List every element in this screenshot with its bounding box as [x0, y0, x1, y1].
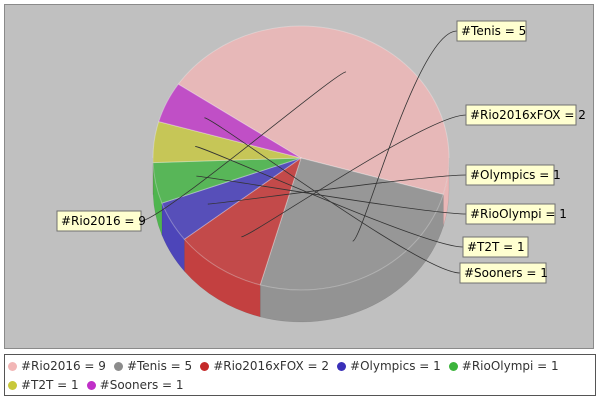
label-box: [465, 104, 577, 126]
legend-label: #Olympics = 1: [350, 359, 441, 373]
plot-area: #Rio2016 = 9 #Tenis = 5 #Rio2016xFOX = 2 #O…: [4, 4, 594, 349]
legend-item: #RioOlympi = 1: [448, 359, 559, 374]
legend-item: #Olympics = 1: [337, 359, 441, 374]
slice-label: #T2T = 1: [467, 240, 525, 254]
legend-item: #T2T = 1: [8, 378, 79, 393]
label-leader-line: [140, 71, 347, 222]
legend-swatch: [8, 362, 17, 371]
legend-label: #Sooners = 1: [99, 378, 184, 392]
label-box: [456, 20, 527, 42]
legend-item: #Rio2016xFOX = 2: [200, 359, 329, 374]
slice-label: #Olympics = 1: [470, 168, 561, 182]
legend-label: #Rio2016 = 9: [21, 359, 106, 373]
legend-swatch: [200, 362, 210, 371]
label-leader-line: [204, 117, 461, 274]
legend-label: #RioOlympi = 1: [461, 359, 559, 373]
legend-swatch: [113, 362, 123, 371]
label-box: [56, 210, 142, 232]
legend-label: #Rio2016xFOX = 2: [213, 359, 330, 373]
legend-label: #Tenis = 5: [126, 359, 193, 373]
pie-slice: [177, 25, 450, 195]
pie-slice: [161, 157, 302, 240]
legend-label: #T2T = 1: [21, 378, 79, 392]
slice-label: #RioOlympi = 1: [470, 207, 567, 221]
pie-slice: [152, 121, 302, 164]
slice-label: #Rio2016 = 9: [61, 214, 146, 228]
label-leader-line: [352, 30, 458, 242]
label-leader-line: [207, 174, 467, 205]
label-box: [459, 262, 547, 284]
pie-chart: #Rio2016 = 9 #Tenis = 5 #Rio2016xFOX = 2 #O…: [56, 20, 586, 323]
legend-item: #Rio2016 = 9: [8, 359, 106, 374]
legend-items: #Rio2016 = 9 #Tenis = 5 #Rio2016xFOX = 2 #O…: [8, 359, 592, 393]
pie-slice: [183, 156, 302, 286]
label-box: [465, 164, 555, 186]
label-leader-line: [241, 114, 467, 238]
legend-swatch: [86, 381, 96, 390]
slice-label: #Tenis = 5: [461, 24, 526, 38]
pie-slice: [259, 157, 444, 291]
pie-slice: [158, 83, 302, 159]
label-leader-line: [195, 146, 464, 248]
slice-label: #Rio2016xFOX = 2: [470, 108, 586, 122]
label-box: [465, 203, 556, 225]
slice-label: #Sooners = 1: [464, 266, 548, 280]
legend-swatch: [448, 362, 458, 371]
legend-swatch: [337, 362, 347, 371]
legend-item: #Sooners = 1: [86, 378, 184, 393]
legend-swatch: [8, 381, 17, 390]
label-box: [462, 236, 529, 258]
legend: #Rio2016 = 9 #Tenis = 5 #Rio2016xFOX = 2 #O…: [4, 354, 596, 396]
legend-item: #Tenis = 5: [113, 359, 193, 374]
